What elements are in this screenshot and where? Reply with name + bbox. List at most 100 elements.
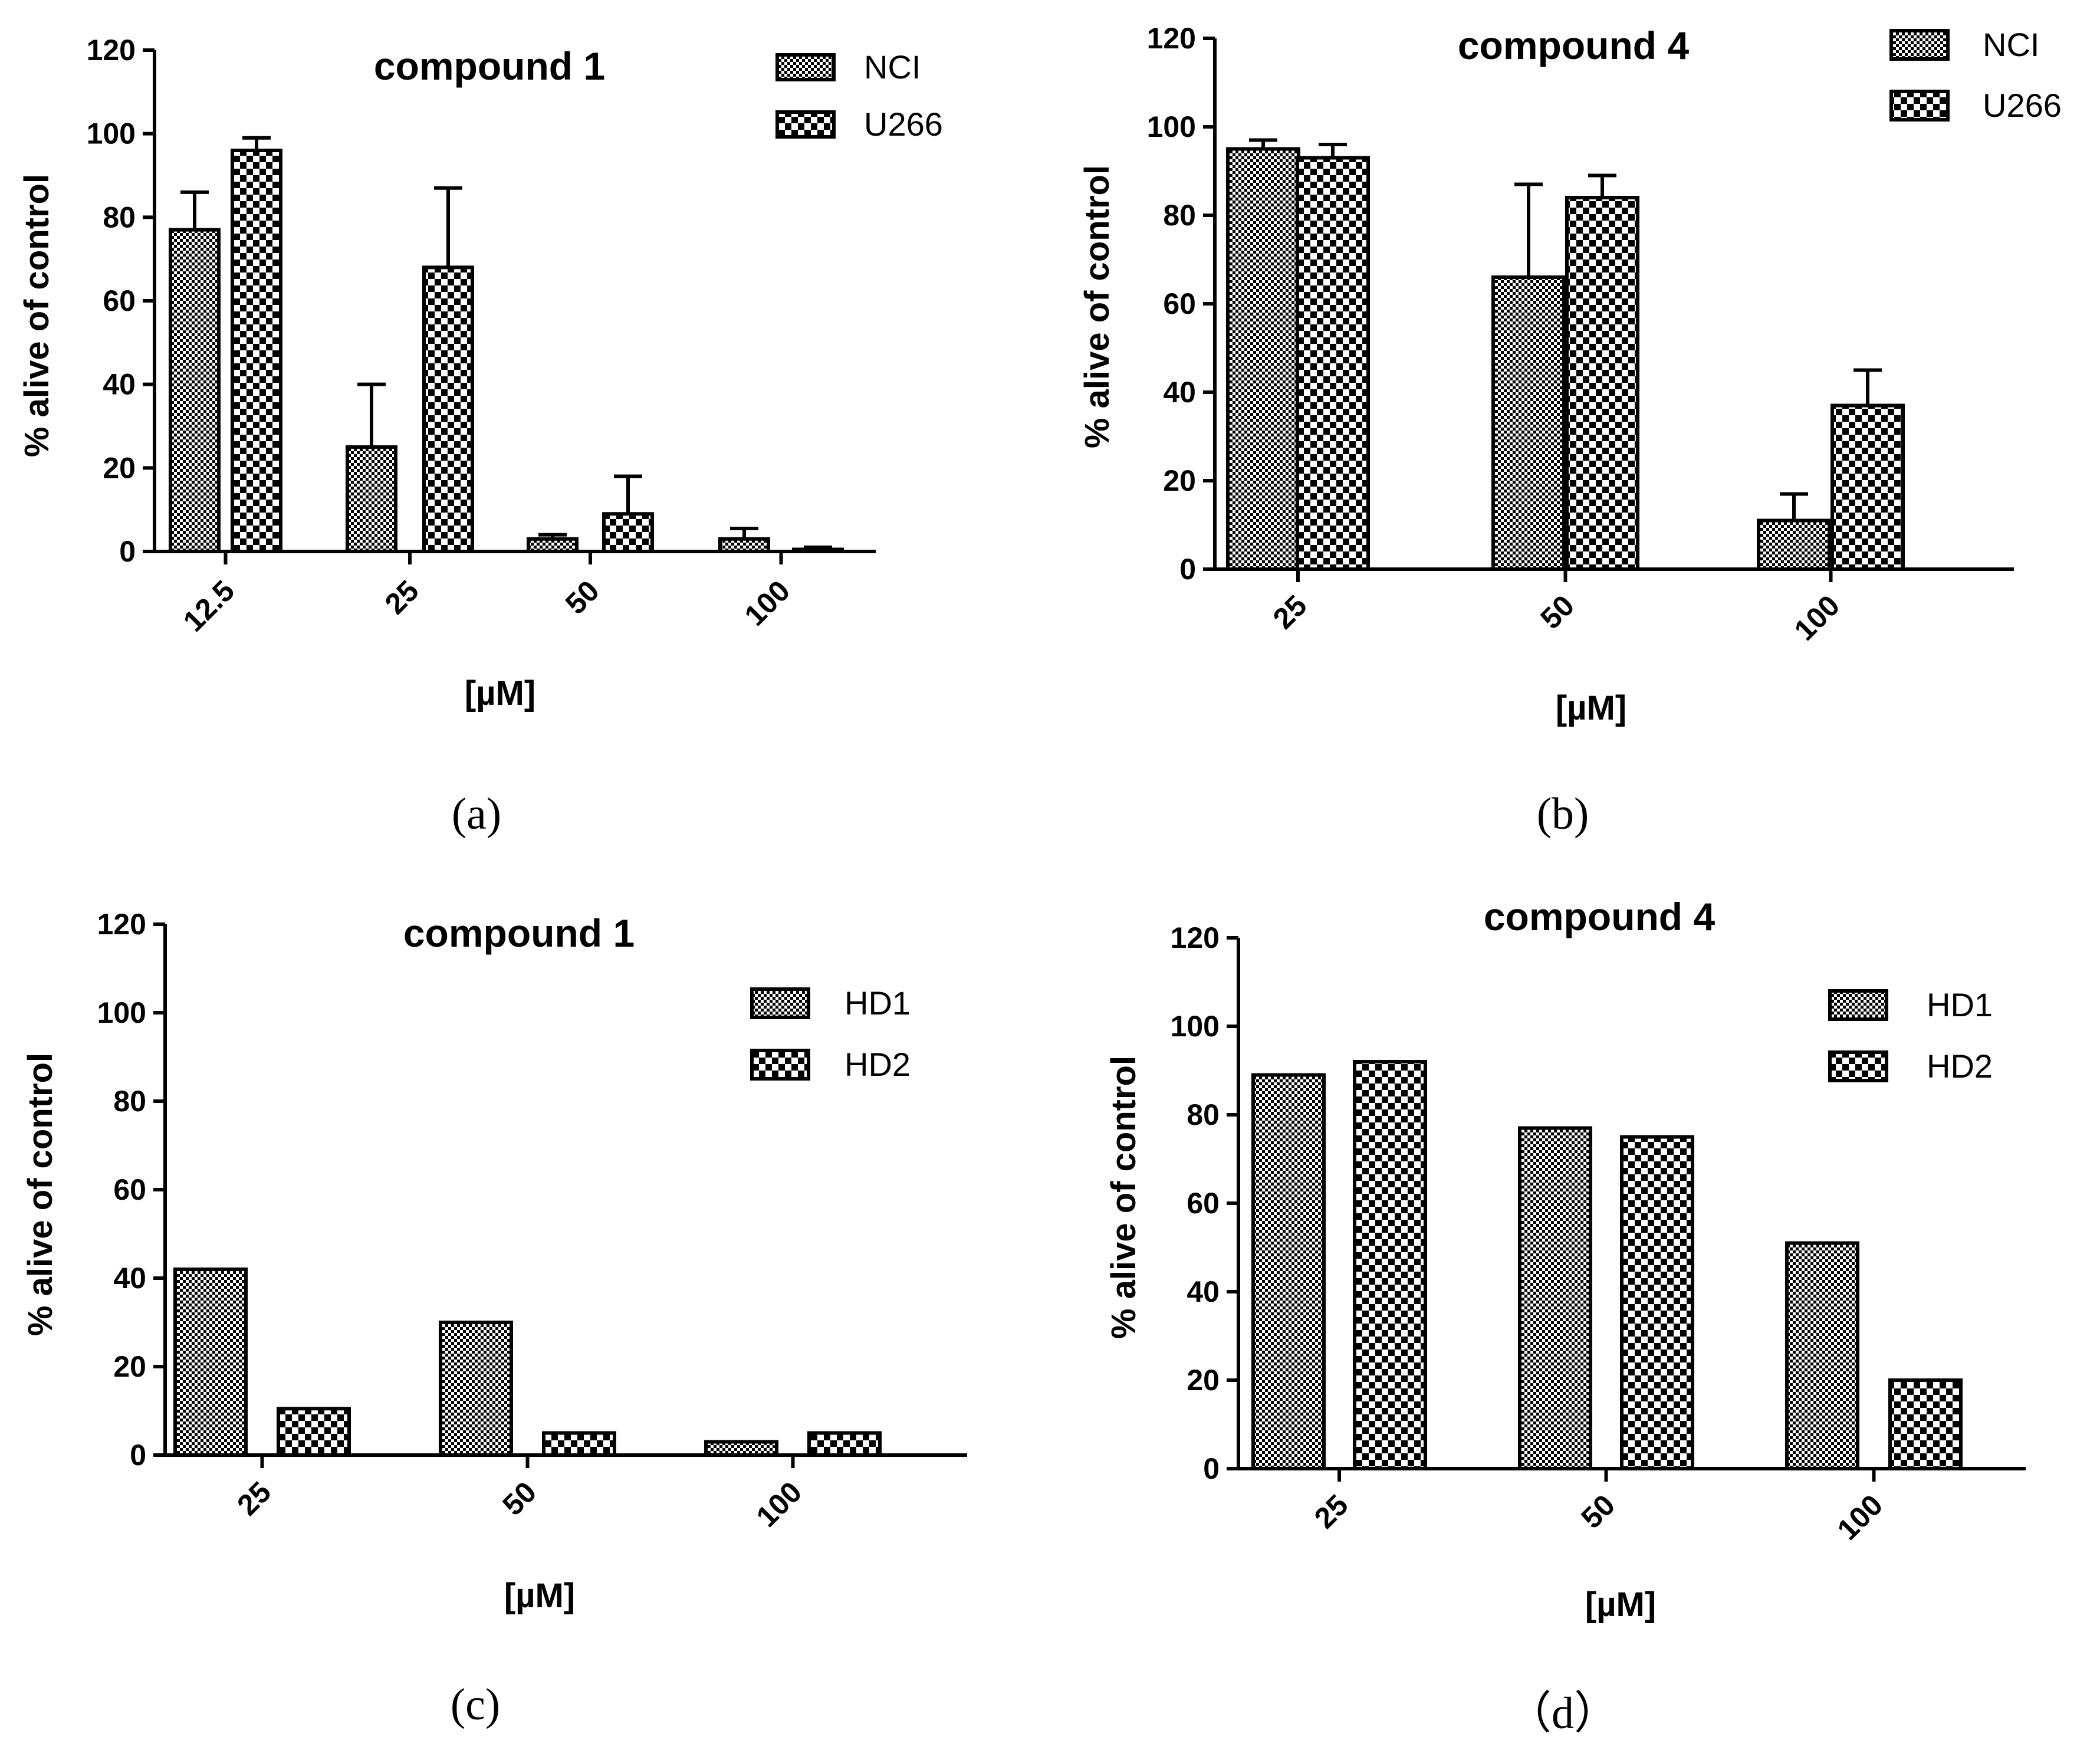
legend-label-b-1: U266: [1983, 87, 2062, 124]
legend-label-b-0: NCI: [1983, 26, 2039, 63]
legend-label-c-0: HD1: [844, 984, 911, 1022]
y-tick-label-a-5: 100: [87, 117, 136, 150]
caption-c: (c): [451, 1680, 500, 1729]
bar-c-hd1-2: [704, 1440, 778, 1457]
error-bar-a-nci-3: [730, 527, 758, 539]
y-tick-label-d-0: 0: [1203, 1452, 1220, 1485]
chart-panel-a: 0 20 40 60 80 100 120 12.5 25 50 100 compound 1 % …: [18, 34, 943, 839]
error-bar-a-nci-0: [180, 190, 209, 230]
error-bar-a-nci-1: [357, 382, 386, 447]
y-tick-label-a-3: 60: [103, 284, 136, 317]
y-tick-label-a-4: 80: [103, 201, 136, 234]
bar-d-hd1-0: [1251, 1073, 1326, 1470]
error-bar-b-nci-0: [1249, 138, 1277, 149]
chart-title-d: compound 4: [1484, 895, 1716, 938]
y-tick-label-b-5: 100: [1147, 110, 1196, 143]
bar-c-hd1-1: [439, 1321, 513, 1457]
y-tick-label-b-2: 40: [1163, 376, 1196, 409]
chart-title-c: compound 1: [403, 911, 635, 955]
error-bar-b-u266-0: [1319, 143, 1347, 158]
x-axis-label-a: [µM]: [465, 674, 535, 713]
y-tick-label-d-5: 100: [1171, 1010, 1220, 1043]
chart-panel-c: 0 20 40 60 80 100 120 25 50 100 compound 1 % aliv…: [21, 908, 967, 1729]
error-bar-a-u266-3: [804, 545, 832, 550]
y-tick-label-c-3: 60: [113, 1173, 146, 1206]
error-bar-b-u266-1: [1588, 173, 1616, 198]
x-axis-label-d: [µM]: [1585, 1585, 1656, 1624]
y-tick-label-a-2: 40: [103, 368, 136, 401]
legend-label-d-1: HD2: [1927, 1048, 1993, 1085]
x-tick-label-d-0: 25: [1308, 1488, 1355, 1535]
y-tick-label-d-6: 120: [1171, 921, 1220, 954]
legend-swatch-d-1: [1828, 1050, 1888, 1082]
x-tick-label-b-2: 100: [1788, 589, 1846, 647]
y-tick-label-c-5: 100: [97, 996, 146, 1029]
plot-d: 0 20 40 60 80 100 120 25 50 100: [1171, 921, 2026, 1547]
y-tick-label-c-2: 40: [113, 1262, 146, 1295]
bar-d-hd2-0: [1353, 1060, 1427, 1470]
bar-b-u266-1: [1565, 196, 1639, 571]
legend-label-a-1: U266: [864, 106, 943, 143]
error-bar-b-nci-1: [1514, 182, 1543, 277]
y-tick-label-d-3: 60: [1187, 1187, 1220, 1220]
legend-label-d-0: HD1: [1927, 986, 1993, 1023]
x-tick-label-d-1: 50: [1575, 1488, 1621, 1535]
error-bar-b-nci-2: [1780, 492, 1808, 521]
error-bar-a-u266-2: [614, 474, 642, 514]
bar-c-hd2-2: [807, 1431, 882, 1457]
x-tick-label-a-2: 50: [559, 574, 606, 620]
y-tick-label-b-4: 80: [1163, 199, 1196, 232]
legend-swatch-c-1: [750, 1049, 810, 1081]
y-tick-label-b-1: 20: [1163, 464, 1196, 497]
legend-swatch-d-0: [1828, 989, 1888, 1021]
bar-d-hd1-2: [1785, 1241, 1859, 1470]
y-tick-label-d-4: 80: [1187, 1098, 1220, 1131]
bar-c-hd2-1: [542, 1431, 616, 1457]
error-bar-b-u266-2: [1853, 368, 1882, 406]
bar-c-hd1-0: [173, 1268, 248, 1457]
bar-b-nci-2: [1757, 518, 1831, 571]
legend-d: HD1 HD2: [1828, 986, 1993, 1085]
bar-a-nci-0: [169, 228, 221, 554]
error-bar-a-nci-2: [538, 533, 567, 539]
y-tick-label-c-6: 120: [97, 908, 146, 941]
legend-swatch-c-0: [750, 987, 810, 1019]
legend-c: HD1 HD2: [750, 984, 911, 1083]
x-tick-label-a-0: 12.5: [177, 574, 241, 638]
y-tick-label-c-1: 20: [113, 1350, 146, 1383]
bar-a-nci-3: [718, 537, 770, 553]
legend-a: NCI U266: [775, 48, 943, 143]
y-axis-label-c: % alive of control: [21, 1053, 60, 1336]
y-tick-label-a-6: 120: [87, 34, 136, 67]
legend-swatch-b-1: [1889, 90, 1950, 122]
bar-b-u266-0: [1296, 156, 1370, 571]
bar-d-hd1-1: [1518, 1126, 1592, 1470]
y-tick-label-c-4: 80: [113, 1085, 146, 1118]
bar-d-hd2-1: [1620, 1135, 1694, 1470]
y-tick-label-d-2: 40: [1187, 1275, 1220, 1308]
y-tick-label-b-0: 0: [1179, 553, 1196, 586]
y-tick-label-b-3: 60: [1163, 287, 1196, 320]
y-axis-label-b: % alive of control: [1078, 165, 1116, 448]
x-axis-label-c: [µM]: [504, 1577, 575, 1615]
bar-c-hd2-0: [277, 1407, 351, 1457]
y-tick-label-d-1: 20: [1187, 1364, 1220, 1397]
chart-title-b: compound 4: [1458, 24, 1690, 67]
error-bar-a-u266-0: [242, 136, 271, 150]
x-tick-label-a-3: 100: [738, 574, 797, 632]
x-tick-label-c-2: 100: [750, 1475, 809, 1534]
x-tick-label-d-2: 100: [1831, 1488, 1889, 1547]
y-tick-label-a-0: 0: [119, 535, 136, 568]
x-tick-label-c-1: 50: [496, 1475, 543, 1522]
x-tick-label-b-0: 25: [1267, 589, 1313, 635]
legend-swatch-a-0: [775, 53, 836, 81]
legend-swatch-a-1: [775, 110, 836, 139]
x-axis-label-b: [µM]: [1556, 689, 1626, 727]
legend-swatch-b-0: [1889, 29, 1950, 61]
bar-b-nci-1: [1491, 275, 1566, 571]
y-tick-label-b-6: 120: [1147, 22, 1196, 55]
caption-b: (b): [1537, 789, 1589, 839]
x-tick-label-a-1: 25: [379, 574, 425, 620]
plot-b: 0 20 40 60 80 100 120 25 50 100: [1147, 22, 2014, 647]
